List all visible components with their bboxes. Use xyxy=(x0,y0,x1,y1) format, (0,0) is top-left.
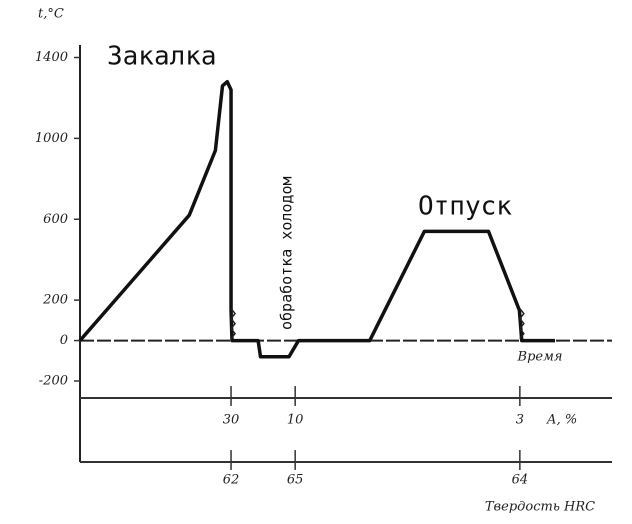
band-label: А, % xyxy=(546,413,577,428)
band-value: 64 xyxy=(512,473,529,488)
y-tick-label: 600 xyxy=(43,212,68,227)
y-tick-label: 200 xyxy=(42,293,68,308)
band-value: 3 xyxy=(516,413,524,428)
band-label: Твердость HRC xyxy=(485,500,595,515)
band-value: 65 xyxy=(287,473,304,488)
annotation: обработка холодом xyxy=(278,176,296,330)
annotation: Закалка xyxy=(107,42,217,72)
y-tick-label: 1400 xyxy=(35,50,68,65)
y-tick-label: 1000 xyxy=(35,131,68,146)
temperature-line xyxy=(78,80,555,359)
transformation-mark xyxy=(518,308,525,340)
annotation: Отпуск xyxy=(418,192,512,222)
x-axis-label: Время xyxy=(517,350,563,365)
y-tick-label: 0 xyxy=(60,333,68,348)
y-axis-label: t,°C xyxy=(38,7,64,22)
band-value: 62 xyxy=(223,473,240,488)
transformation-mark xyxy=(230,308,237,340)
y-tick-label: -200 xyxy=(39,374,68,389)
band-value: 30 xyxy=(223,413,240,428)
band-value: 10 xyxy=(287,413,304,428)
